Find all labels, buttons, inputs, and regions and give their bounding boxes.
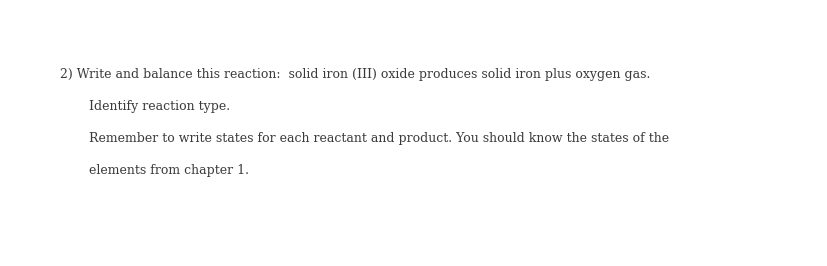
Text: Identify reaction type.: Identify reaction type.: [89, 100, 230, 113]
Text: 2) Write and balance this reaction:  solid iron (III) oxide produces solid iron : 2) Write and balance this reaction: soli…: [60, 68, 649, 81]
Text: Remember to write states for each reactant and product. You should know the stat: Remember to write states for each reacta…: [89, 132, 669, 145]
Text: elements from chapter 1.: elements from chapter 1.: [89, 164, 249, 177]
